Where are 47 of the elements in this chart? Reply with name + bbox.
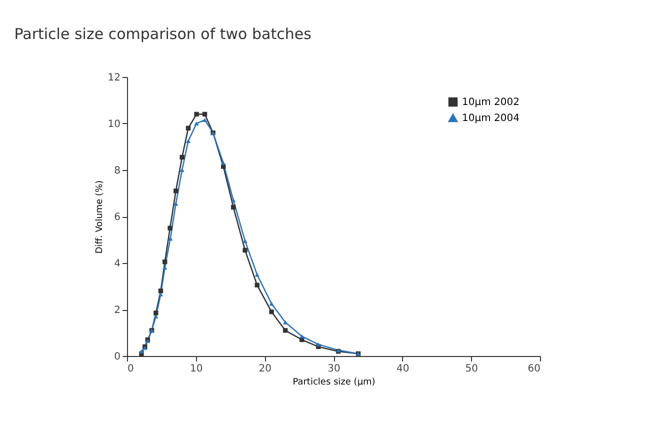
y-tick-label: 2 [114,305,120,316]
point [282,328,288,333]
y-axis-title: Diff. Volume (%) [94,180,105,254]
point [168,236,173,241]
point [194,121,199,126]
point [180,154,184,160]
x-tick-label: 0 [128,364,134,374]
point [168,226,172,230]
point [158,288,164,294]
point [154,314,158,319]
point [202,118,208,122]
point [242,238,248,243]
point [221,160,226,166]
y-tick-label: 6 [114,212,120,223]
x-tick-label: 50 [465,364,478,374]
x-tick-label: 20 [258,364,272,374]
point [139,349,144,354]
y-tick-label: 8 [114,166,120,176]
point [316,342,321,346]
x-tick-label: 10 [190,364,203,374]
point [242,248,248,253]
point [202,112,208,117]
point [269,309,274,314]
x-tick-label: 40 [396,364,410,374]
y-tick-label: 4 [114,258,120,270]
y-tick-label: 10 [108,119,120,130]
point [231,198,236,202]
point [158,292,164,296]
legend-label: 10µm 2004 [462,113,520,124]
point [254,272,260,277]
point [174,188,178,194]
x-axis-title: Particles size (µm) [292,378,376,388]
x-tick-label: 60 [528,364,540,374]
point [186,138,191,143]
legend-label: 10µm 2002 [462,97,520,108]
x-tick-label: 30 [328,364,340,374]
point [299,334,304,338]
point [254,282,260,288]
chart-title: Particle size comparison of two batches [14,25,312,43]
point [231,204,236,210]
point [154,310,158,316]
point [186,126,191,130]
point [162,259,168,264]
point [180,168,184,172]
point [194,112,199,117]
y-tick-label: 0 [114,352,120,362]
y-tick-label: 12 [108,72,120,84]
